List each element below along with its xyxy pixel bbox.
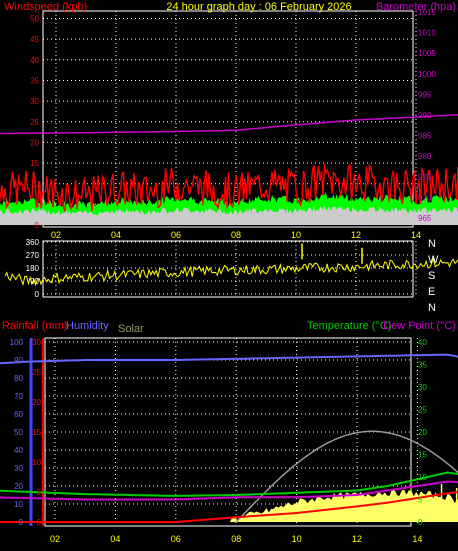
barometer-series xyxy=(0,114,458,135)
rainfall-tick: 20 xyxy=(32,398,41,407)
temperature-label: Temperature (°C) xyxy=(307,320,391,332)
humidity-tick: 30 xyxy=(14,464,23,473)
solar-max-curve xyxy=(235,430,458,523)
humidity-tick: 80 xyxy=(14,374,23,383)
x-tick-label: 14 xyxy=(411,230,421,240)
panel1-frame xyxy=(42,10,414,228)
x-tick-label: 12 xyxy=(351,230,361,240)
x-tick-label: 04 xyxy=(111,230,121,240)
humidity-tick: 60 xyxy=(14,410,23,419)
compass-label: W xyxy=(428,254,439,266)
direction-tick: 0 xyxy=(35,290,40,299)
x-tick-label: 04 xyxy=(110,534,120,544)
barometer-tick: 990 xyxy=(418,111,432,120)
rainfall-label: Rainfall (mm) xyxy=(2,320,67,332)
dewpoint-series xyxy=(0,480,458,501)
windspeed-tick: 25 xyxy=(30,118,39,127)
temperature-humidity-panel: Rainfall (mm) Humidity Solar Temperature… xyxy=(0,320,458,544)
temperature-tick: 30 xyxy=(418,383,427,392)
barometer-tick: 995 xyxy=(418,90,432,99)
x-tick-label: 06 xyxy=(171,230,181,240)
windspeed-label: Windspeed (kph) xyxy=(4,1,87,13)
compass-label: S xyxy=(428,270,435,282)
rainfall-tick: 25 xyxy=(32,368,41,377)
windspeed-tick: 10 xyxy=(30,180,39,189)
windspeed-tick: 30 xyxy=(30,97,39,106)
temperature-tick: 35 xyxy=(418,361,427,370)
compass-label: N xyxy=(428,238,436,250)
rainfall-tick: 30 xyxy=(32,338,41,347)
temperature-tick: 25 xyxy=(418,406,427,415)
windspeed-tick: 0 xyxy=(35,221,40,230)
wind-barometer-panel: Windspeed (kph) 24 hour graph day : 06 F… xyxy=(0,1,458,240)
rainfall-tick: 0 xyxy=(37,518,42,527)
humidity-tick: 10 xyxy=(14,500,23,509)
compass-label: E xyxy=(428,286,435,298)
rainfall-tick: 15 xyxy=(32,428,41,437)
humidity-tick: 70 xyxy=(14,392,23,401)
x-tick-label: 14 xyxy=(412,534,422,544)
windspeed-tick: 5 xyxy=(35,200,40,209)
wind-average-area xyxy=(0,205,458,225)
wind-direction-series xyxy=(4,256,458,287)
temperature-tick: 15 xyxy=(418,451,427,460)
humidity-tick: 100 xyxy=(10,338,24,347)
x-tick-label: 10 xyxy=(292,534,302,544)
x-tick-label: 02 xyxy=(51,230,61,240)
windspeed-tick: 20 xyxy=(30,138,39,147)
windspeed-tick: 15 xyxy=(30,159,39,168)
rainfall-tick: 10 xyxy=(32,458,41,467)
humidity-tick: 0 xyxy=(19,518,24,527)
humidity-tick: 40 xyxy=(14,446,23,455)
windspeed-tick: 35 xyxy=(30,76,39,85)
windspeed-series xyxy=(0,163,458,212)
barometer-tick: 975 xyxy=(418,173,432,182)
temperature-tick: 5 xyxy=(418,496,423,505)
barometer-tick: 965 xyxy=(418,214,432,223)
barometer-tick: 970 xyxy=(418,193,432,202)
solar-label: Solar xyxy=(118,323,144,335)
direction-tick: 360 xyxy=(26,238,40,247)
barometer-tick: 980 xyxy=(418,152,432,161)
barometer-label: Barometer (hpa) xyxy=(376,1,456,13)
x-tick-label: 08 xyxy=(231,230,241,240)
compass-label: N xyxy=(428,302,436,314)
rainfall-series xyxy=(0,490,458,523)
barometer-tick: 985 xyxy=(418,132,432,141)
direction-tick: 270 xyxy=(26,251,40,260)
humidity-series xyxy=(0,353,458,365)
chart-title: 24 hour graph day : 06 February 2026 xyxy=(166,1,351,13)
x-tick-label: 02 xyxy=(50,534,60,544)
barometer-tick: 1000 xyxy=(418,70,436,79)
x-tick-label: 06 xyxy=(171,534,181,544)
barometer-tick: 1005 xyxy=(418,49,436,58)
humidity-label: Humidity xyxy=(66,320,109,332)
windspeed-tick: 40 xyxy=(30,56,39,65)
humidity-tick: 20 xyxy=(14,482,23,491)
temperature-tick: 40 xyxy=(418,338,427,347)
temperature-tick: 20 xyxy=(418,428,427,437)
x-tick-label: 08 xyxy=(231,534,241,544)
humidity-tick: 90 xyxy=(14,356,23,365)
temperature-tick: 10 xyxy=(418,473,427,482)
humidity-tick: 50 xyxy=(14,428,23,437)
rainfall-tick: 5 xyxy=(37,488,42,497)
barometer-tick: 1010 xyxy=(418,29,436,38)
temperature-tick: 0 xyxy=(418,518,423,527)
x-tick-label: 10 xyxy=(291,230,301,240)
barometer-tick: 1015 xyxy=(418,8,436,17)
windspeed-tick: 45 xyxy=(30,35,39,44)
panel2-frame xyxy=(42,240,414,298)
dewpoint-label: Dew Point (°C) xyxy=(383,320,456,332)
x-tick-label: 12 xyxy=(352,534,362,544)
windspeed-tick: 50 xyxy=(30,15,39,24)
direction-tick: 90 xyxy=(30,277,39,286)
temperature-series xyxy=(0,471,458,497)
direction-tick: 180 xyxy=(26,264,40,273)
